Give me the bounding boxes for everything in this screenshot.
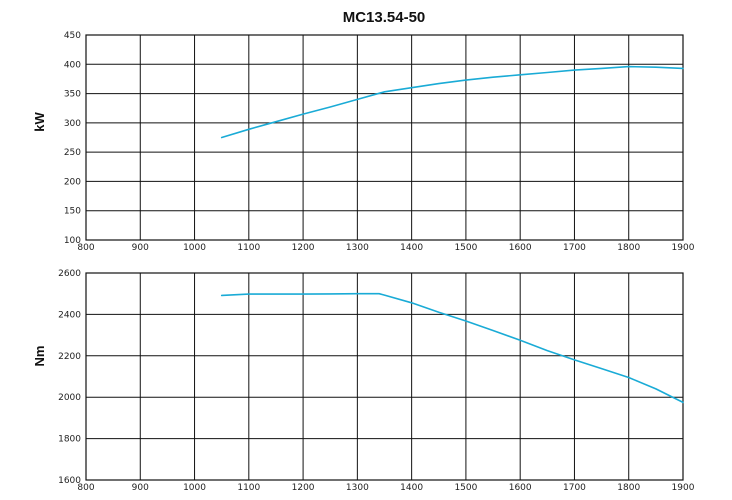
- data-point: [411, 87, 413, 89]
- data-point: [378, 293, 380, 295]
- torque-chart: 800 900 1000 1100 1200 1300 1400 1500 1600 1700 18…: [32, 269, 695, 493]
- data-point: [574, 69, 576, 71]
- x-tick-label: 1900: [672, 483, 695, 493]
- data-point: [384, 294, 386, 296]
- data-point: [438, 312, 440, 314]
- data-point: [221, 137, 223, 139]
- data-point: [547, 350, 549, 352]
- data-point: [411, 302, 413, 304]
- data-point: [302, 113, 304, 115]
- data-point: [519, 74, 521, 76]
- x-tick-label: 1000: [183, 243, 206, 253]
- x-tick-label: 800: [77, 243, 94, 253]
- y-tick-label: 300: [64, 119, 81, 129]
- x-tick-label: 1300: [346, 243, 369, 253]
- data-point: [302, 293, 304, 295]
- data-point: [492, 76, 494, 78]
- data-point: [628, 66, 630, 68]
- y-tick-label: 1800: [58, 435, 81, 445]
- x-tick-label: 1200: [292, 483, 315, 493]
- data-point: [248, 293, 250, 295]
- y-axis-label: kW: [32, 112, 47, 132]
- data-point: [329, 293, 331, 295]
- x-tick-label: 1000: [183, 483, 206, 493]
- data-point: [655, 66, 657, 68]
- x-tick-label: 1100: [237, 243, 260, 253]
- x-tick-label: 1100: [237, 483, 260, 493]
- y-tick-label: 250: [64, 148, 81, 158]
- x-tick-label: 900: [132, 243, 149, 253]
- x-tick-label: 1600: [509, 483, 532, 493]
- x-tick-label: 1300: [346, 483, 369, 493]
- power-chart: 800 900 1000 1100 1200 1300 1400 1500 1600 1700 18…: [32, 31, 695, 253]
- x-tick-label: 900: [132, 483, 149, 493]
- x-tick-label: 1400: [400, 243, 423, 253]
- y-tick-label: 200: [64, 177, 81, 187]
- chart-title: MC13.54-50: [343, 9, 426, 26]
- plot-frame: [85, 272, 684, 481]
- series-line: [220, 292, 684, 404]
- data-point: [465, 79, 467, 81]
- y-tick-label: 400: [64, 60, 81, 70]
- y-tick-label: 2600: [58, 269, 81, 279]
- data-point: [357, 99, 359, 101]
- data-point: [574, 359, 576, 361]
- x-tick-label: 1800: [617, 243, 640, 253]
- x-tick-label: 1500: [454, 243, 477, 253]
- series-line: [220, 65, 684, 139]
- y-tick-label: 450: [64, 31, 81, 41]
- data-point: [682, 68, 684, 70]
- y-tick-label: 2200: [58, 352, 81, 362]
- data-point: [655, 388, 657, 390]
- data-point: [601, 68, 603, 70]
- data-point: [275, 121, 277, 123]
- data-point: [221, 295, 223, 297]
- y-tick-label: 350: [64, 90, 81, 100]
- y-tick-label: 2400: [58, 310, 81, 320]
- x-tick-label: 1200: [292, 243, 315, 253]
- x-tick-label: 1400: [400, 483, 423, 493]
- data-point: [248, 129, 250, 131]
- data-point: [492, 330, 494, 332]
- x-tick-label: 1700: [563, 483, 586, 493]
- data-point: [601, 368, 603, 370]
- plot-frame: [85, 34, 684, 241]
- data-point: [275, 293, 277, 295]
- x-tick-label: 1900: [672, 243, 695, 253]
- data-point: [438, 83, 440, 85]
- data-point: [519, 339, 521, 341]
- data-point: [329, 106, 331, 108]
- data-point: [547, 72, 549, 74]
- data-point: [682, 402, 684, 404]
- y-tick-label: 100: [64, 236, 81, 246]
- y-tick-label: 1600: [58, 476, 81, 486]
- x-tick-label: 1700: [563, 243, 586, 253]
- data-point: [465, 320, 467, 322]
- data-point: [357, 293, 359, 295]
- y-tick-label: 150: [64, 207, 81, 217]
- x-tick-label: 800: [77, 483, 94, 493]
- x-tick-label: 1800: [617, 483, 640, 493]
- y-axis-label: Nm: [32, 346, 47, 367]
- data-point: [628, 377, 630, 379]
- x-tick-label: 1600: [509, 243, 532, 253]
- x-tick-label: 1500: [454, 483, 477, 493]
- data-point: [384, 91, 386, 93]
- y-tick-label: 2000: [58, 393, 81, 403]
